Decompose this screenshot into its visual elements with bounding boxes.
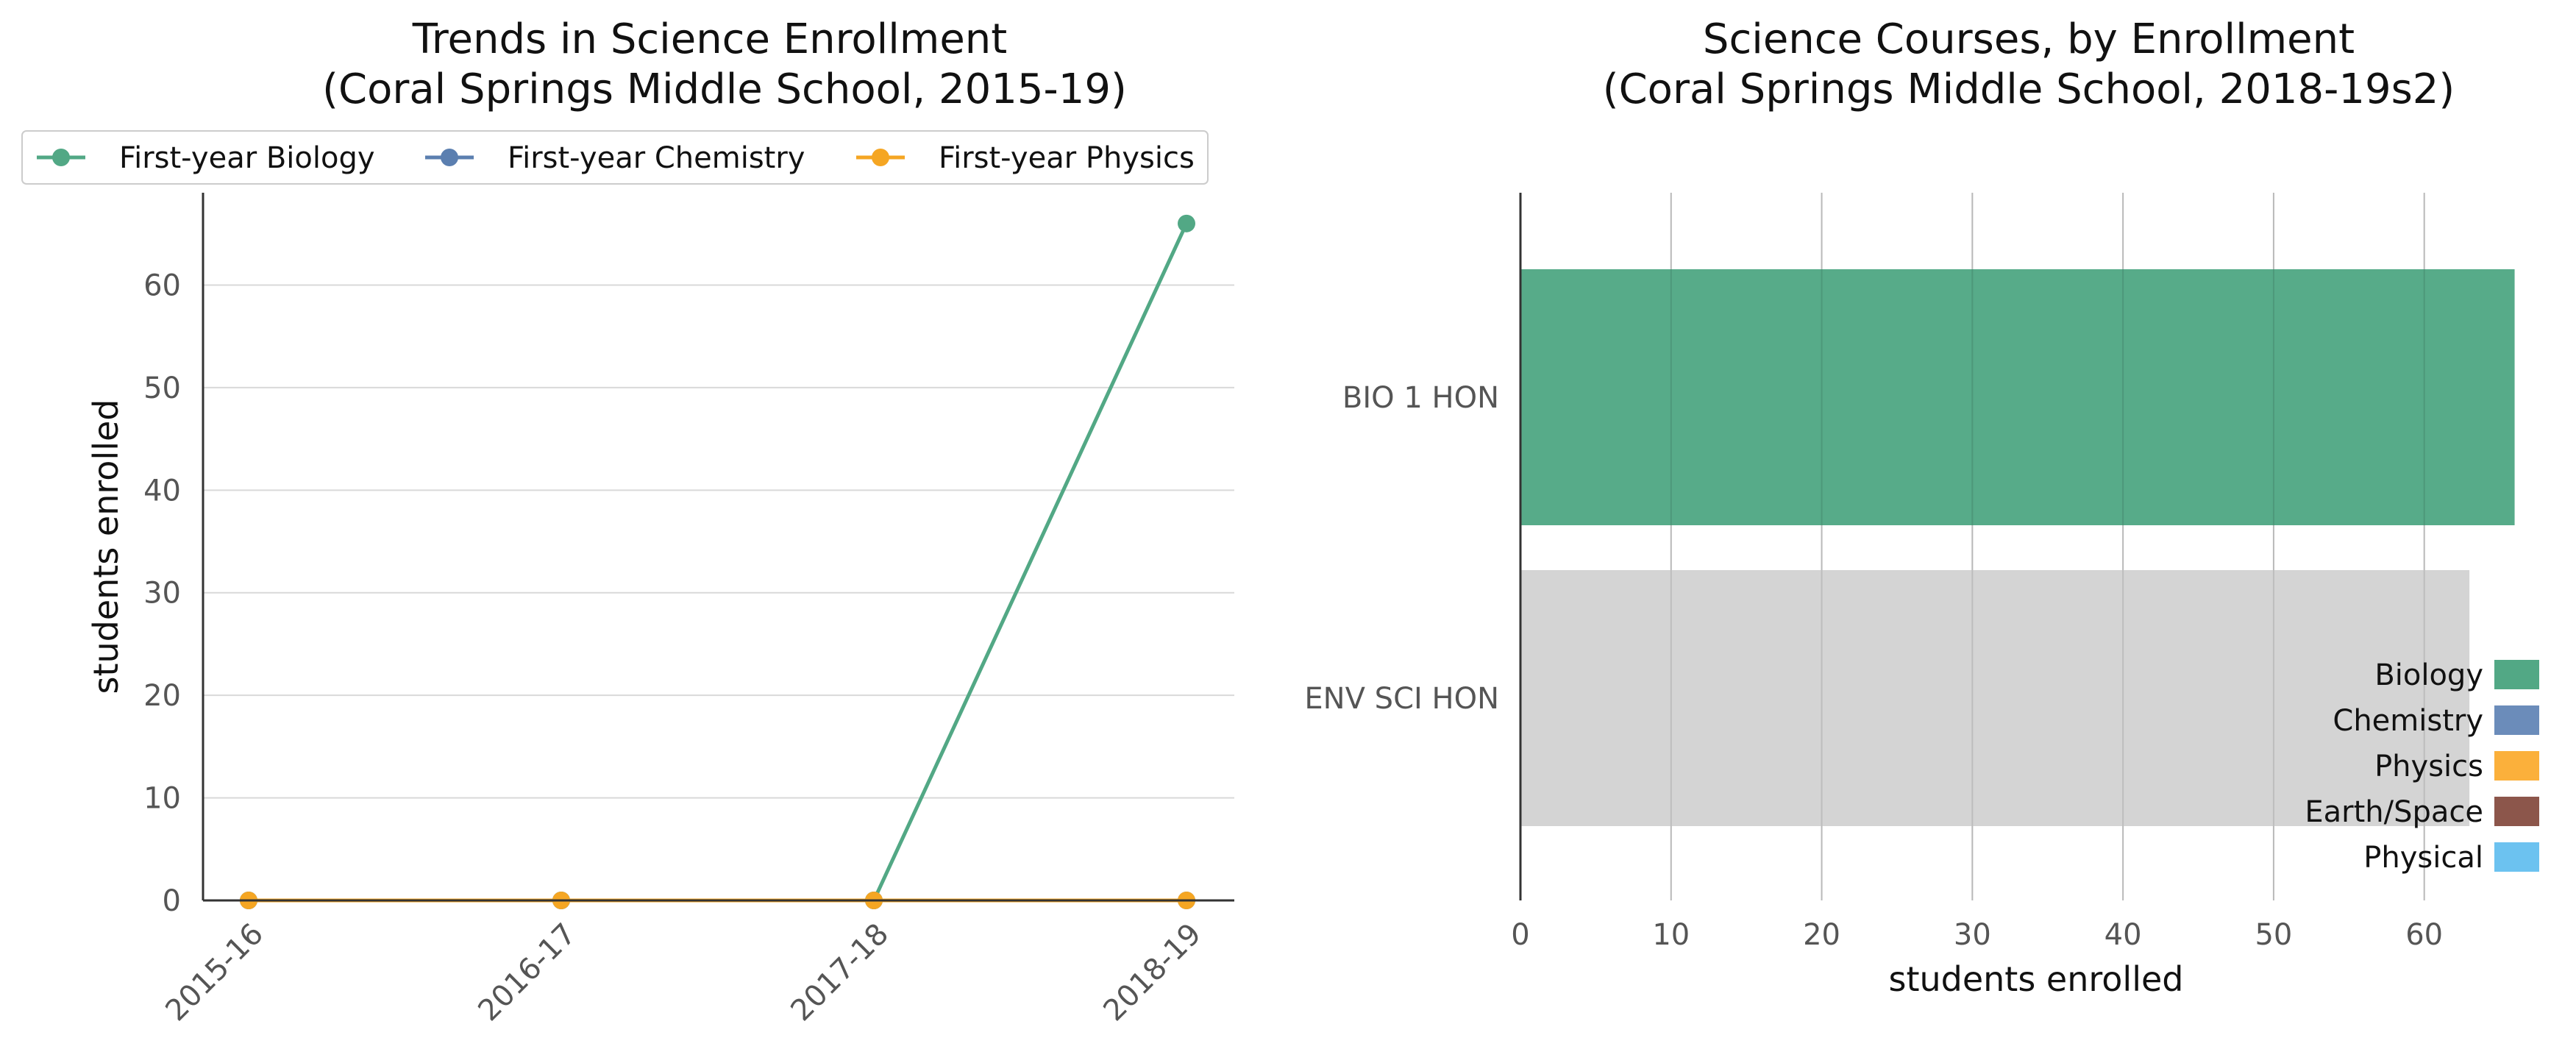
bar-chart-x-tick-label: 10 bbox=[1652, 918, 1690, 952]
line-chart-x-tick-label: 2016-17 bbox=[472, 917, 583, 1028]
bar-chart-legend-swatch bbox=[2494, 797, 2539, 826]
line-chart-y-ticks: 0 10 20 30 40 50 60 bbox=[143, 269, 181, 918]
line-chart-x-tick-label: 2017-18 bbox=[784, 917, 895, 1028]
bar-chart-x-axis-label: students enrolled bbox=[1889, 959, 2184, 999]
bar-chart-x-tick-label: 60 bbox=[2405, 918, 2443, 952]
line-chart-x-tick-label: 2018-19 bbox=[1097, 917, 1208, 1028]
bar-chart-legend-swatch bbox=[2494, 660, 2539, 689]
bar-chart-legend-label: Physical bbox=[2363, 841, 2483, 875]
bar-chart-legend-swatch bbox=[2494, 705, 2539, 735]
line-chart-gridlines bbox=[203, 284, 1234, 799]
line-chart-legend-label: First-year Physics bbox=[939, 141, 1195, 175]
bar-chart-subtitle: (Coral Springs Middle School, 2018-19s2) bbox=[1603, 65, 2455, 113]
line-chart-series bbox=[240, 214, 1195, 909]
line-chart: Trends in Science Enrollment (Coral Spri… bbox=[21, 15, 1234, 1028]
line-chart-y-tick-label: 0 bbox=[163, 884, 181, 918]
line-chart-legend-marker bbox=[441, 149, 458, 166]
line-chart-legend-label: First-year Biology bbox=[119, 141, 375, 175]
line-chart-x-ticks: 2015-16 2016-17 2017-18 2018-19 bbox=[159, 917, 1208, 1028]
bar-chart-category-label: BIO 1 HON bbox=[1342, 381, 1499, 415]
line-chart-data-point bbox=[1178, 214, 1195, 232]
bar-chart-legend-label: Chemistry bbox=[2333, 704, 2483, 738]
line-chart-legend-box bbox=[21, 130, 1209, 185]
bar-chart-bar bbox=[1520, 570, 2470, 826]
bar-chart-category-label: ENV SCI HON bbox=[1304, 682, 1499, 716]
bar-chart-x-ticks: 0 10 20 30 40 50 60 bbox=[1511, 918, 2443, 952]
line-chart-legend-marker bbox=[52, 149, 70, 166]
line-chart-subtitle: (Coral Springs Middle School, 2015-19) bbox=[322, 65, 1127, 113]
bar-chart-bars bbox=[1520, 193, 2515, 900]
line-chart-y-tick-label: 40 bbox=[143, 474, 181, 508]
bar-chart-bar bbox=[1520, 269, 2515, 525]
line-chart-legend-marker bbox=[872, 149, 889, 166]
line-chart-title: Trends in Science Enrollment bbox=[412, 15, 1007, 63]
bar-chart-legend-label: Physics bbox=[2374, 750, 2483, 783]
bar-chart-title: Science Courses, by Enrollment bbox=[1703, 15, 2355, 63]
line-chart-y-tick-label: 60 bbox=[143, 269, 181, 302]
bar-chart-x-tick-label: 0 bbox=[1511, 918, 1529, 952]
bar-chart-category-labels: BIO 1 HON ENV SCI HON bbox=[1304, 381, 1499, 716]
bar-chart-x-tick-label: 20 bbox=[1803, 918, 1840, 952]
line-chart-y-tick-label: 10 bbox=[143, 782, 181, 816]
bar-chart-legend-label: Earth/Space bbox=[2305, 795, 2483, 829]
line-chart-series-line bbox=[249, 222, 1189, 903]
line-chart-y-tick-label: 20 bbox=[143, 679, 181, 713]
line-chart-y-tick-label: 50 bbox=[143, 371, 181, 405]
bar-chart: Science Courses, by Enrollment (Coral Sp… bbox=[1304, 15, 2539, 999]
bar-chart-x-tick-label: 40 bbox=[2104, 918, 2142, 952]
line-chart-y-tick-label: 30 bbox=[143, 577, 181, 611]
bar-chart-x-tick-label: 50 bbox=[2255, 918, 2292, 952]
line-chart-y-axis-label: students enrolled bbox=[86, 399, 126, 694]
bar-chart-legend-swatch bbox=[2494, 842, 2539, 872]
line-chart-legend-label: First-year Chemistry bbox=[508, 141, 805, 175]
bar-chart-x-tick-label: 30 bbox=[1954, 918, 1991, 952]
line-chart-legend: First-year Biology First-year Chemistry Fi… bbox=[21, 130, 1209, 185]
line-chart-x-tick-label: 2015-16 bbox=[159, 917, 270, 1028]
bar-chart-legend: Biology Chemistry Physics Earth/Space Physic… bbox=[2305, 658, 2539, 875]
bar-chart-legend-swatch bbox=[2494, 751, 2539, 781]
bar-chart-legend-label: Biology bbox=[2374, 658, 2483, 692]
